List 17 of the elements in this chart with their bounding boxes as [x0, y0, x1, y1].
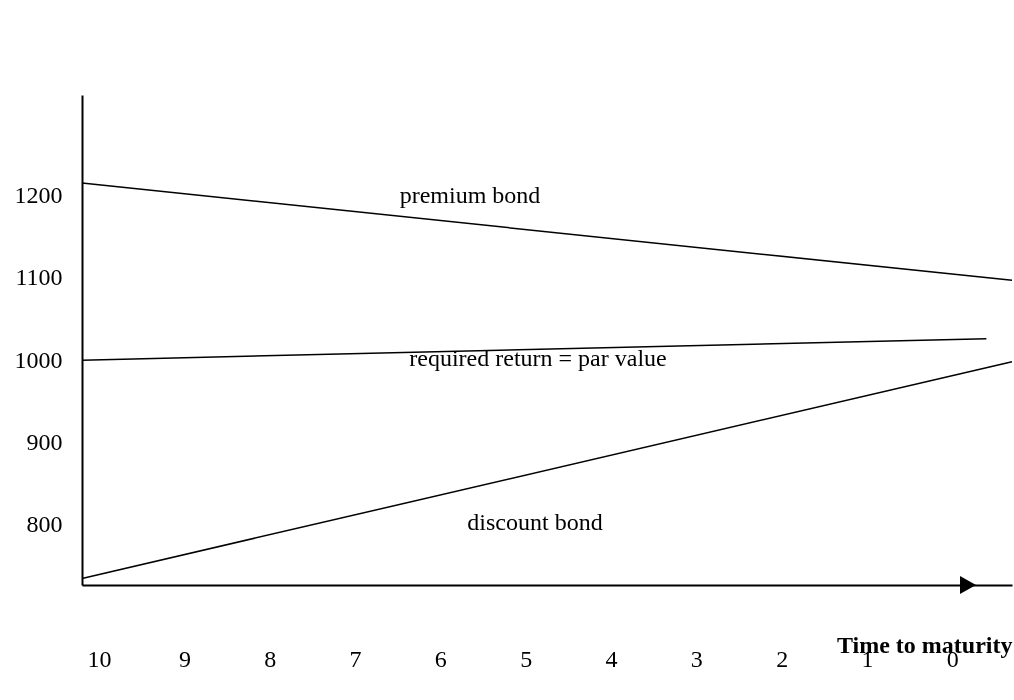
- x-tick-label: 6: [434, 645, 447, 672]
- x-tick-label: 3: [690, 645, 703, 672]
- y-tick-label: 1200: [14, 181, 63, 208]
- x-tick-label: 4: [605, 645, 618, 672]
- annotation: required return = par value: [409, 344, 667, 372]
- x-tick-label: 9: [178, 645, 191, 672]
- x-tick-label: 7: [349, 645, 362, 672]
- y-tick-label: 1000: [14, 346, 63, 373]
- y-tick-label: 1100: [15, 264, 63, 291]
- y-tick-label: 800: [26, 511, 63, 538]
- x-tick-label: 2: [776, 645, 789, 672]
- x-tick-label: 8: [264, 645, 277, 672]
- annotation: premium bond: [399, 181, 541, 209]
- annotation: discount bond: [467, 508, 603, 536]
- x-tick-label: 5: [520, 645, 533, 672]
- x-tick-label: 10: [87, 645, 112, 672]
- y-tick-label: 900: [26, 429, 63, 456]
